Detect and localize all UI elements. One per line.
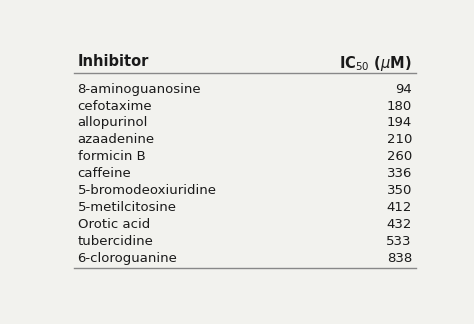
Text: 180: 180 [387, 99, 412, 112]
Text: 432: 432 [386, 218, 412, 231]
Text: 8-aminoguanosine: 8-aminoguanosine [78, 83, 201, 96]
Text: azaadenine: azaadenine [78, 133, 155, 146]
Text: Orotic acid: Orotic acid [78, 218, 150, 231]
Text: 838: 838 [387, 252, 412, 265]
Text: 350: 350 [386, 184, 412, 197]
Text: 5-bromodeoxiuridine: 5-bromodeoxiuridine [78, 184, 217, 197]
Text: 260: 260 [387, 150, 412, 163]
Text: 336: 336 [386, 168, 412, 180]
Text: caffeine: caffeine [78, 168, 131, 180]
Text: 533: 533 [386, 235, 412, 248]
Text: allopurinol: allopurinol [78, 116, 148, 130]
Text: tubercidine: tubercidine [78, 235, 154, 248]
Text: 412: 412 [386, 201, 412, 214]
Text: 94: 94 [395, 83, 412, 96]
Text: cefotaxime: cefotaxime [78, 99, 152, 112]
Text: 210: 210 [386, 133, 412, 146]
Text: 194: 194 [387, 116, 412, 130]
Text: formicin B: formicin B [78, 150, 146, 163]
Text: 5-metilcitosine: 5-metilcitosine [78, 201, 177, 214]
Text: IC$_{50}$ ($\mu$M): IC$_{50}$ ($\mu$M) [339, 54, 412, 73]
Text: Inhibitor: Inhibitor [78, 54, 149, 69]
Text: 6-cloroguanine: 6-cloroguanine [78, 252, 177, 265]
